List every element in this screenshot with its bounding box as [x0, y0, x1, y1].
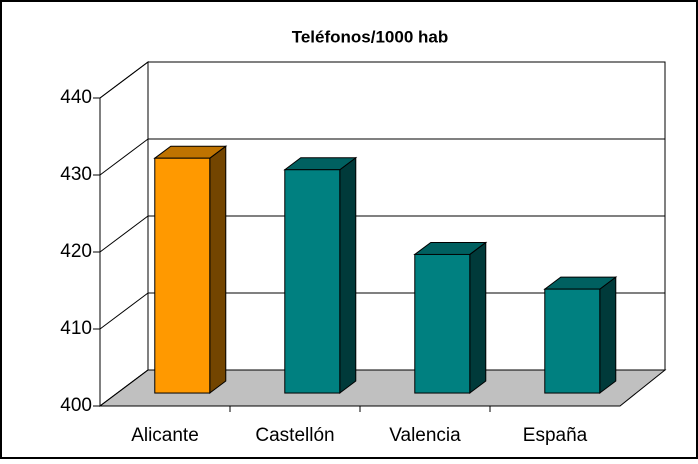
side-grid-line — [99, 138, 149, 176]
y-tick-label: 410 — [60, 318, 92, 339]
bar — [544, 288, 601, 394]
side-grid-line — [99, 61, 149, 99]
bar-side — [599, 276, 617, 395]
chart-title: Teléfonos/1000 hab — [292, 27, 449, 46]
x-tick-label: Valencia — [389, 425, 461, 446]
y-tick-label: 430 — [60, 164, 92, 185]
x-tick-label: Alicante — [131, 425, 199, 446]
bar-side — [209, 145, 227, 395]
y-tick-label: 400 — [60, 395, 92, 416]
bar-side — [469, 241, 487, 395]
x-tick-label: España — [523, 425, 588, 446]
x-tick-label: Castellón — [255, 425, 334, 446]
bar — [154, 157, 211, 394]
side-grid-line — [99, 215, 149, 253]
bar-side — [339, 156, 357, 395]
side-grid-line — [99, 292, 149, 330]
side-grid-line — [99, 369, 149, 407]
bar — [414, 253, 471, 394]
y-tick-label: 440 — [60, 87, 92, 108]
bar — [284, 169, 341, 394]
y-tick-label: 420 — [60, 241, 92, 262]
